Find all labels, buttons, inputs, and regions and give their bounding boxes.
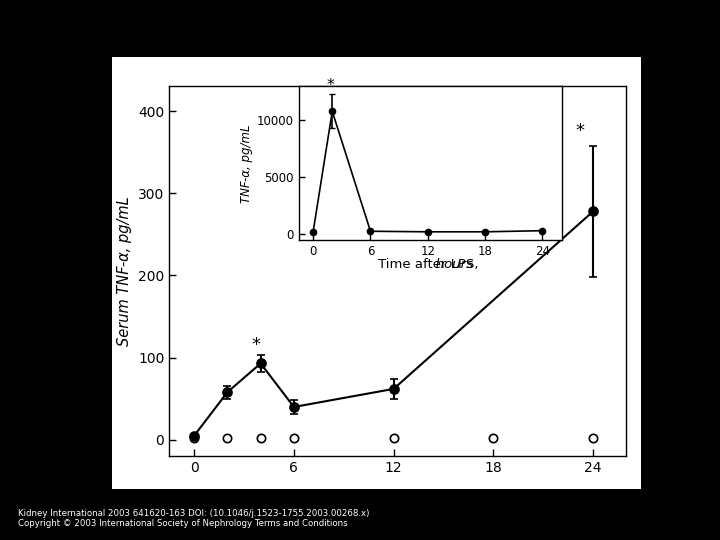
Text: hours: hours xyxy=(347,497,449,512)
Text: *: * xyxy=(575,122,585,140)
Text: Copyright © 2003 International Society of Nephrology Terms and Conditions: Copyright © 2003 International Society o… xyxy=(18,519,348,529)
Text: Time after LPS,: Time after LPS, xyxy=(378,258,483,271)
Text: Time after CLP,: Time after CLP, xyxy=(340,497,456,512)
Text: hours: hours xyxy=(389,258,472,271)
Text: *: * xyxy=(327,78,334,93)
Y-axis label: Serum TNF-α, pg/mL: Serum TNF-α, pg/mL xyxy=(117,197,132,346)
Text: Figure 5: Figure 5 xyxy=(329,14,391,29)
Text: *: * xyxy=(251,336,260,354)
Text: Kidney International 2003 641620-163 DOI: (10.1046/j.1523-1755.2003.00268.x): Kidney International 2003 641620-163 DOI… xyxy=(18,509,369,518)
Y-axis label: TNF-α, pg/mL: TNF-α, pg/mL xyxy=(240,124,253,202)
